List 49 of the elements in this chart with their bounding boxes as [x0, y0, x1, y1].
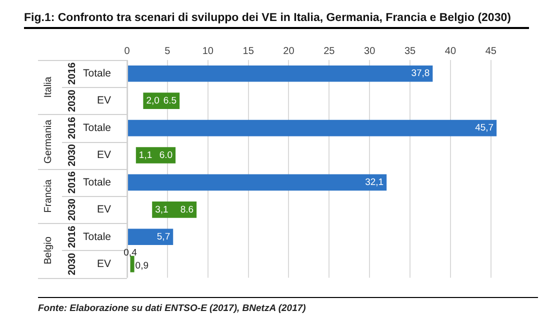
data-label: 5,7 [156, 232, 170, 243]
x-tick-label: 0 [124, 46, 130, 57]
x-tick-label: 45 [485, 46, 497, 57]
bar [130, 256, 134, 272]
bar [128, 228, 174, 246]
text: 2030 [66, 144, 78, 166]
y-tick-label: EV [97, 258, 112, 270]
data-label: 0,9 [135, 260, 149, 272]
annotation: 1,1 [138, 150, 152, 161]
text: Italia [42, 76, 54, 98]
bar [128, 174, 387, 191]
x-tick-label: 5 [164, 46, 171, 57]
data-label: 45,7 [475, 122, 494, 134]
y-tick-label: EV [97, 149, 112, 162]
data-label: 8.6 [180, 204, 194, 216]
x-tick-label: 15 [242, 46, 254, 57]
y-tick-label: Totale [82, 230, 112, 243]
data-label: 6.0 [159, 150, 173, 161]
text: 2016 [66, 116, 78, 140]
source-note: Fonte: Elaborazione su dati ENTSO-E (2017), BNetzA (2017) [38, 297, 538, 314]
bar [128, 65, 433, 82]
x-tick-label: 35 [404, 46, 416, 57]
x-tick-label: 20 [283, 46, 295, 57]
chart-title: Fig.1: Confronto tra scenari di sviluppo dei VE in Italia, Germania, Francia e Belgio (2030) [24, 12, 529, 29]
data-label: 6.5 [163, 95, 177, 106]
y-tick-label: EV [97, 94, 112, 107]
data-label: 32,1 [365, 177, 384, 188]
text: 2030 [66, 198, 78, 221]
y-tick-label: Totale [82, 122, 112, 134]
text: Belgio [42, 236, 54, 264]
x-tick-label: 25 [324, 46, 336, 57]
annotation: 0,4 [124, 247, 137, 258]
annotation: 3,1 [155, 204, 168, 216]
text: 2016 [66, 62, 78, 85]
data-label: 37,8 [411, 68, 430, 80]
text: Germania [42, 119, 54, 164]
text: 2030 [66, 252, 78, 276]
y-tick-label: EV [97, 204, 112, 216]
y-tick-label: Totale [82, 176, 112, 188]
text: 2016 [66, 225, 78, 248]
y-tick-label: Totale [82, 67, 112, 80]
annotation: 2,0 [146, 95, 160, 106]
x-tick-label: 40 [444, 46, 456, 57]
bar [128, 120, 497, 136]
text: 2016 [66, 170, 78, 194]
text: 2030 [66, 89, 78, 112]
x-tick-label: 30 [364, 46, 376, 57]
x-tick-label: 10 [202, 46, 214, 57]
text: Francia [42, 178, 54, 213]
